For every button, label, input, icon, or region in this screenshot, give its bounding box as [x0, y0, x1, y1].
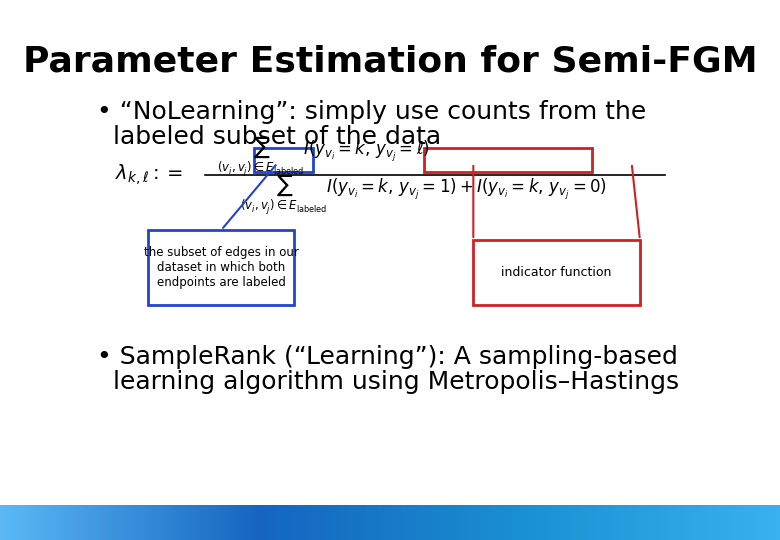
Text: • SampleRank (“Learning”): A sampling-based: • SampleRank (“Learning”): A sampling-ba… — [97, 345, 678, 369]
Text: $\sum_{(v_i,v_j) \in E_{\mathrm{labeled}}} I(y_{v_i} = k,\, y_{v_j} = 1) + I(y_{: $\sum_{(v_i,v_j) \in E_{\mathrm{labeled}… — [240, 173, 607, 217]
Text: the subset of edges in our
dataset in which both
endpoints are labeled: the subset of edges in our dataset in wh… — [144, 246, 299, 289]
Text: learning algorithm using Metropolis–Hastings: learning algorithm using Metropolis–Hast… — [97, 370, 679, 394]
Text: $\sum_{(v_i,v_j) \in E_{\mathrm{labeled}}} I(y_{v_i} = k,\, y_{v_j} = \ell)$: $\sum_{(v_i,v_j) \in E_{\mathrm{labeled}… — [217, 135, 430, 179]
Text: 16: 16 — [80, 519, 96, 532]
FancyBboxPatch shape — [148, 230, 294, 305]
Text: labeled subset of the data: labeled subset of the data — [97, 125, 441, 149]
Text: • “NoLearning”: simply use counts from the: • “NoLearning”: simply use counts from t… — [97, 100, 646, 124]
Text: indicator function: indicator function — [502, 266, 612, 279]
FancyBboxPatch shape — [473, 240, 640, 305]
Text: $\lambda_{k,\ell} :=$: $\lambda_{k,\ell} :=$ — [115, 163, 183, 187]
Text: Parameter Estimation for Semi-FGM: Parameter Estimation for Semi-FGM — [23, 45, 757, 79]
